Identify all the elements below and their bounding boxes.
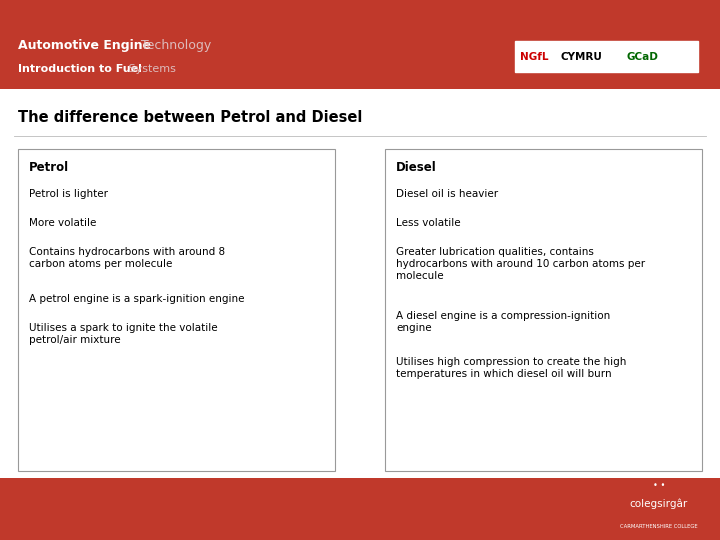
Text: CYMRU: CYMRU	[560, 52, 602, 62]
Text: Greater lubrication qualities, contains
hydrocarbons with around 10 carbon atoms: Greater lubrication qualities, contains …	[396, 247, 645, 280]
Text: Systems: Systems	[125, 64, 176, 73]
Text: Diesel oil is heavier: Diesel oil is heavier	[396, 189, 498, 199]
Text: Automotive Engine: Automotive Engine	[18, 39, 151, 52]
Text: Less volatile: Less volatile	[396, 218, 461, 228]
Text: colegsirgâr: colegsirgâr	[630, 499, 688, 509]
Text: GCaD: GCaD	[626, 52, 658, 62]
Text: Technology: Technology	[137, 39, 211, 52]
FancyBboxPatch shape	[515, 41, 698, 72]
Text: Utilises a spark to ignite the volatile
petrol/air mixture: Utilises a spark to ignite the volatile …	[29, 323, 217, 345]
FancyBboxPatch shape	[0, 0, 720, 89]
FancyBboxPatch shape	[0, 478, 720, 540]
Text: Contains hydrocarbons with around 8
carbon atoms per molecule: Contains hydrocarbons with around 8 carb…	[29, 247, 225, 269]
Text: Diesel: Diesel	[396, 161, 437, 174]
Text: A petrol engine is a spark-ignition engine: A petrol engine is a spark-ignition engi…	[29, 294, 244, 304]
Text: • •: • •	[652, 481, 665, 490]
Text: Utilises high compression to create the high
temperatures in which diesel oil wi: Utilises high compression to create the …	[396, 357, 626, 379]
Text: Petrol: Petrol	[29, 161, 69, 174]
Text: The difference between Petrol and Diesel: The difference between Petrol and Diesel	[18, 110, 362, 125]
FancyBboxPatch shape	[385, 149, 702, 471]
Text: NGfL: NGfL	[520, 52, 549, 62]
Text: Petrol is lighter: Petrol is lighter	[29, 189, 108, 199]
FancyBboxPatch shape	[18, 149, 335, 471]
Text: More volatile: More volatile	[29, 218, 96, 228]
Text: A diesel engine is a compression-ignition
engine: A diesel engine is a compression-ignitio…	[396, 311, 611, 333]
Text: CARMARTHENSHIRE COLLEGE: CARMARTHENSHIRE COLLEGE	[620, 524, 698, 529]
Text: Introduction to Fuel: Introduction to Fuel	[18, 64, 142, 73]
